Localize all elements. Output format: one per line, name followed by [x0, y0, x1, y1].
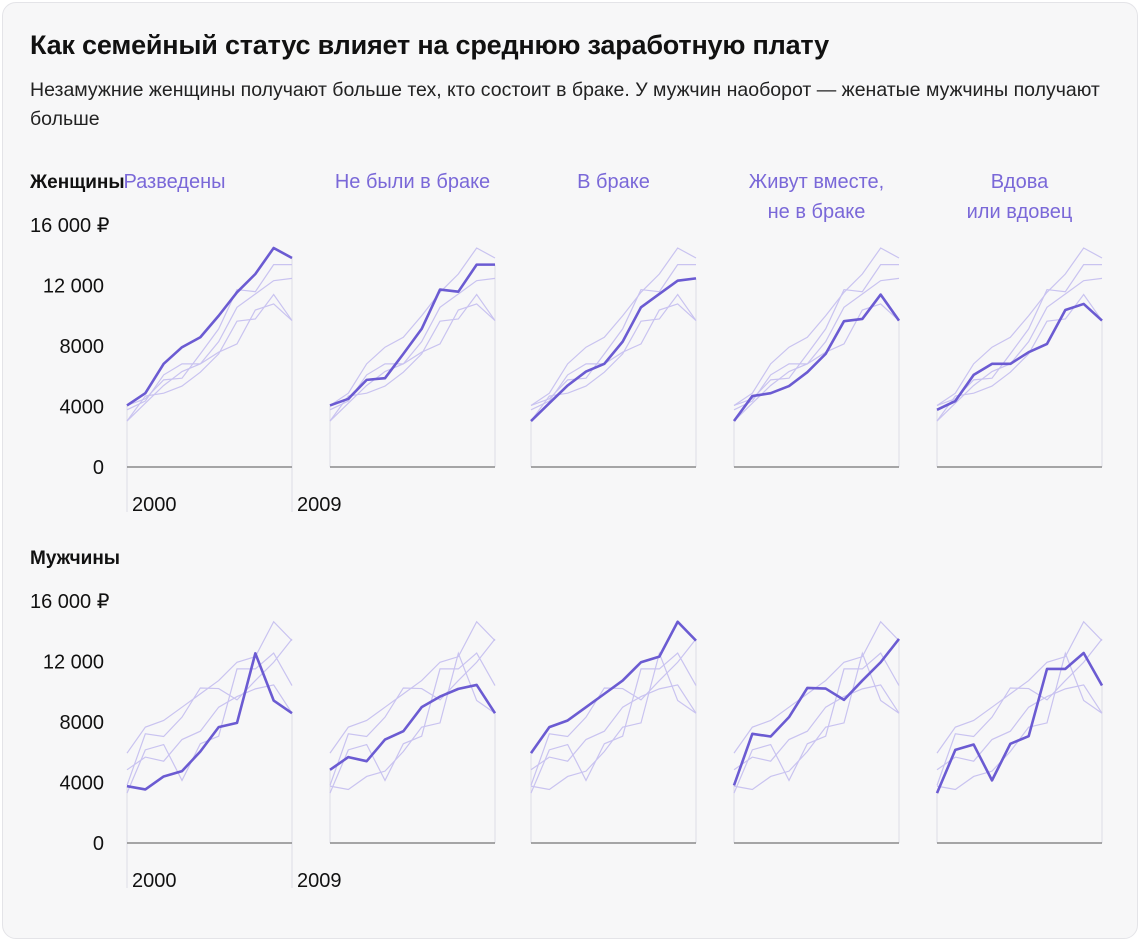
category-label: В браке — [577, 171, 650, 193]
context-series-line — [530, 264, 696, 407]
y-tick-label: 16 000 ₽ — [30, 215, 110, 237]
y-tick-label: 4000 — [60, 397, 105, 419]
highlight-series-line — [126, 652, 293, 791]
context-series-line — [126, 620, 293, 754]
context-series-line — [936, 277, 1103, 422]
panel-0-4 — [936, 247, 1103, 468]
context-series-line — [530, 303, 697, 411]
x-tick-label: 2009 — [297, 870, 342, 892]
category-label: или вдовец — [967, 201, 1073, 223]
y-tick-label: 12 000 — [43, 652, 104, 674]
highlight-series-line — [329, 263, 495, 407]
highlight-series-line — [530, 277, 697, 422]
panel-1-4 — [935, 620, 1104, 844]
context-series-line — [126, 264, 292, 407]
y-tick-label: 8000 — [60, 336, 105, 358]
context-series-line — [329, 620, 496, 754]
highlight-series-line — [529, 620, 697, 754]
context-series-line — [530, 638, 697, 786]
context-series-line — [733, 277, 900, 422]
highlight-series-line — [935, 651, 1104, 794]
highlight-series-line — [936, 302, 1103, 412]
context-series-line — [530, 652, 697, 794]
context-series-line — [530, 684, 697, 771]
context-series-line — [936, 684, 1103, 771]
context-series-line — [733, 264, 899, 407]
category-label: Не были в браке — [335, 171, 490, 193]
context-series-line — [936, 651, 1103, 791]
category-label: не в браке — [768, 201, 866, 223]
chart-subtitle: Незамужние женщины получают больше тех, … — [30, 79, 1100, 130]
highlight-series-line — [732, 293, 901, 422]
panel-0-2 — [530, 247, 697, 468]
y-tick-label: 12 000 — [43, 276, 104, 298]
context-series-line — [329, 277, 496, 422]
context-series-line — [936, 620, 1103, 754]
highlight-series-line — [329, 683, 497, 771]
category-label: Разведены — [123, 171, 225, 193]
panel-1-3 — [732, 620, 901, 844]
panel-1-2 — [529, 620, 697, 844]
context-series-line — [936, 638, 1103, 786]
panel-0-0: 2000 2009 — [126, 246, 342, 516]
y-tick-label: 4000 — [60, 773, 105, 795]
panel-1-1 — [329, 620, 497, 844]
context-series-line — [329, 651, 496, 791]
context-series-line — [733, 247, 900, 406]
context-series-line — [329, 247, 496, 406]
context-series-line — [733, 652, 900, 794]
x-tick-label: 2000 — [132, 870, 177, 892]
row-label: Мужчины — [30, 548, 120, 569]
panel-0-1 — [329, 247, 496, 468]
context-series-line — [329, 638, 496, 786]
y-tick-label: 16 000 ₽ — [30, 591, 110, 613]
panel-0-3 — [732, 247, 901, 468]
context-series-line — [126, 638, 293, 786]
context-series-line — [530, 651, 697, 791]
category-label: Живут вместе, — [749, 171, 884, 193]
category-label: Вдова — [991, 171, 1049, 193]
chart-title: Как семейный статус влияет на среднюю за… — [30, 30, 829, 60]
context-series-line — [329, 652, 496, 794]
context-series-line — [126, 277, 293, 422]
x-tick-label: 2000 — [132, 494, 177, 516]
context-series-line — [126, 652, 293, 794]
x-tick-label: 2009 — [297, 494, 342, 516]
highlight-series-line — [126, 246, 293, 407]
y-tick-label: 0 — [93, 457, 104, 479]
context-series-line — [126, 303, 293, 411]
row-label: Женщины — [29, 172, 125, 193]
y-tick-label: 0 — [93, 833, 104, 855]
context-series-line — [733, 684, 900, 771]
y-tick-label: 8000 — [60, 712, 105, 734]
highlight-series-line — [732, 638, 901, 786]
context-series-line — [530, 247, 697, 406]
context-series-line — [126, 684, 293, 771]
panel-1-0: 2000 2009 — [126, 620, 342, 892]
context-series-line — [936, 247, 1103, 406]
context-series-line — [733, 651, 900, 791]
